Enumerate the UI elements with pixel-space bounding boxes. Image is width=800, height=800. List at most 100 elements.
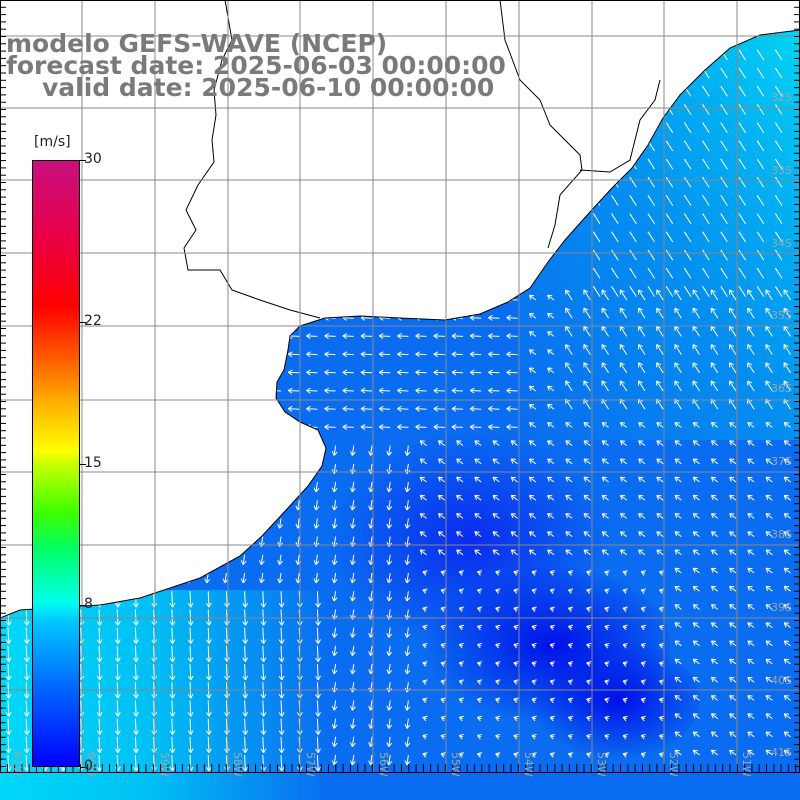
wind-arrow (315, 700, 321, 717)
wind-arrow (729, 713, 737, 719)
wind-arrow (222, 518, 229, 529)
wind-arrow (531, 697, 537, 704)
wind-arrow (586, 570, 592, 576)
wind-arrow (710, 658, 719, 665)
wind-arrow (386, 445, 393, 456)
wind-arrow (747, 494, 755, 501)
wind-arrow (287, 314, 300, 321)
wind-arrow (4, 500, 10, 511)
wind-arrow (592, 213, 601, 225)
wind-arrow (142, 405, 154, 412)
wind-arrow (765, 307, 773, 319)
wind-arrow (619, 325, 628, 337)
wind-arrow (629, 67, 637, 79)
wind-arrow (215, 351, 227, 358)
wind-arrow (133, 627, 139, 644)
wind-arrow (506, 369, 518, 376)
wind-arrow (456, 513, 464, 519)
wind-arrow (477, 570, 483, 576)
wind-arrow (547, 403, 555, 410)
wind-arrow (674, 380, 682, 392)
wind-arrow (474, 440, 482, 447)
wind-arrow (702, 49, 710, 61)
wind-arrow (728, 362, 737, 374)
wind-arrow (315, 609, 321, 626)
wind-arrow (492, 513, 500, 519)
colorbar-tick-mark (80, 463, 86, 465)
wind-arrow (611, 286, 619, 297)
wind-arrow (469, 405, 482, 412)
wind-arrow (583, 513, 591, 519)
wind-arrow (342, 351, 354, 358)
wind-arrow (488, 296, 500, 303)
wind-arrow (360, 369, 373, 376)
wind-arrow (692, 731, 700, 738)
wind-arrow (692, 494, 700, 501)
wind-arrow (622, 570, 628, 576)
wind-arrow (738, 231, 747, 243)
wind-arrow (331, 627, 338, 638)
wind-arrow (765, 640, 773, 647)
wind-arrow (313, 445, 320, 456)
wind-arrow (604, 642, 610, 649)
wind-arrow (495, 697, 501, 704)
wind-arrow (422, 752, 428, 758)
wind-arrow (419, 531, 427, 537)
wind-arrow (149, 500, 156, 511)
wind-arrow (422, 661, 428, 667)
wind-arrow (331, 736, 338, 748)
wind-arrow (131, 445, 138, 456)
wind-arrow (774, 49, 783, 61)
wind-arrow (738, 195, 747, 206)
wind-arrow (437, 458, 446, 465)
wind-arrow (4, 445, 10, 456)
wind-arrow (5, 645, 12, 663)
wind-arrow (637, 362, 646, 374)
wind-arrow (5, 627, 12, 644)
wind-arrow (506, 351, 518, 358)
wind-arrow (22, 572, 29, 584)
wind-arrow (692, 549, 700, 556)
wind-arrow (765, 494, 773, 501)
wind-arrow (488, 405, 500, 412)
wind-arrow (674, 307, 682, 319)
wind-arrow (386, 518, 393, 529)
wind-arrow (528, 349, 537, 356)
wind-arrow (114, 718, 121, 735)
wind-arrow (222, 481, 229, 493)
wind-arrow (638, 549, 646, 556)
wind-arrow (131, 554, 138, 566)
wind-arrow (360, 351, 373, 358)
wind-arrow (565, 380, 573, 392)
wind-arrow (547, 367, 555, 374)
wind-arrow (783, 307, 792, 319)
wind-arrow (349, 700, 356, 711)
wind-arrow (583, 325, 591, 337)
wind-arrow (583, 307, 591, 319)
wind-arrow (124, 333, 136, 339)
wind-arrow (747, 531, 755, 537)
lat-label: 40S (771, 674, 792, 687)
wind-arrow (747, 749, 755, 756)
wind-arrow (14, 369, 27, 376)
wind-arrow (492, 531, 500, 537)
wind-arrow (386, 754, 393, 766)
border-line (579, 79, 661, 173)
wind-arrow (783, 695, 791, 701)
wind-arrow (433, 333, 445, 339)
wind-arrow (747, 585, 755, 592)
wind-arrow (656, 362, 664, 374)
wind-arrow (710, 289, 719, 301)
wind-arrow (659, 752, 665, 758)
wind-arrow (783, 380, 792, 392)
wind-arrow (674, 362, 682, 374)
wind-arrow (404, 627, 411, 638)
wind-arrow (604, 697, 610, 704)
wind-arrow (196, 314, 209, 321)
wind-arrow (331, 554, 338, 566)
wind-arrow (456, 531, 464, 537)
wind-arrow (683, 231, 692, 243)
wind-arrow (665, 213, 674, 225)
wind-arrow (720, 85, 728, 97)
wind-arrow (204, 481, 211, 493)
